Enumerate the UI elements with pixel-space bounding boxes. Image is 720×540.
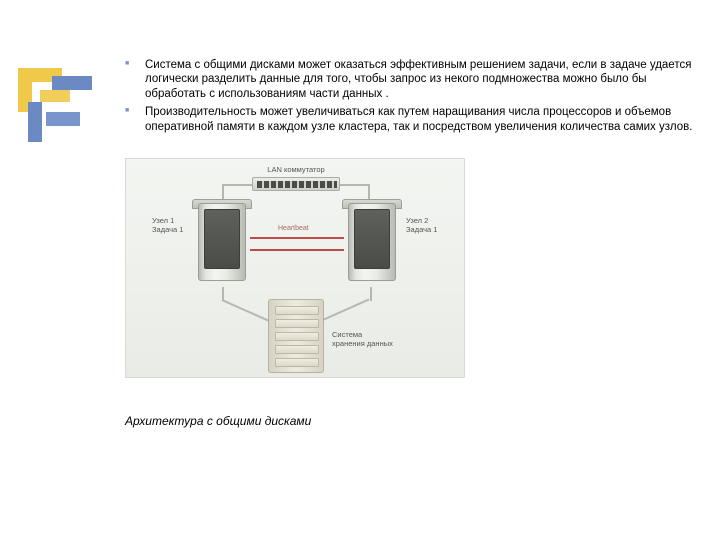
heartbeat-wire [250, 237, 344, 239]
architecture-diagram: LAN коммутатор Узел 1 Задача 1 Узел 2 За… [125, 158, 465, 378]
corner-decoration [18, 68, 96, 146]
content-area: Система с общими дисками может оказаться… [125, 58, 695, 428]
switch-label: LAN коммутатор [251, 165, 341, 174]
diagram-caption: Архитектура с общими дисками [125, 414, 695, 428]
bullet-item: Производительность может увеличиваться к… [125, 105, 695, 134]
node-1 [192, 199, 252, 287]
node-1-label: Узел 1 Задача 1 [152, 217, 183, 234]
storage-label: Система хранения данных [332, 331, 393, 348]
heartbeat-label: Heartbeat [278, 225, 309, 232]
storage-system [268, 299, 324, 373]
bullet-item: Система с общими дисками может оказаться… [125, 58, 695, 101]
lan-switch [252, 177, 340, 191]
node-2 [342, 199, 402, 287]
bullet-list: Система с общими дисками может оказаться… [125, 58, 695, 134]
node-2-label: Узел 2 Задача 1 [406, 217, 437, 234]
